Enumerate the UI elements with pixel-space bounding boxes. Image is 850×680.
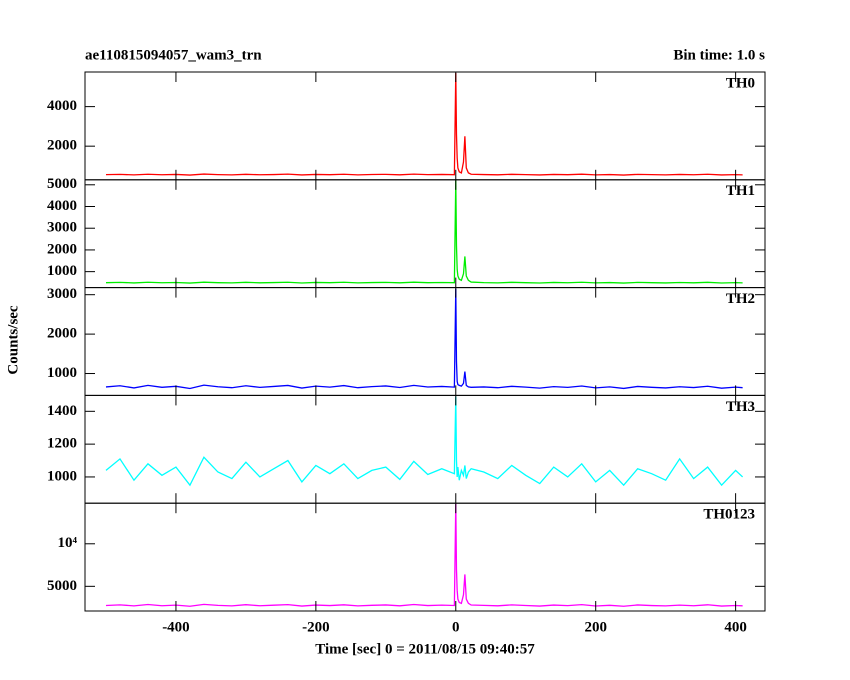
y-tick-label: 3000 <box>47 220 77 236</box>
light-curve <box>105 288 743 390</box>
panel-label: TH0123 <box>703 507 755 523</box>
y-tick-label: 5000 <box>47 578 77 594</box>
bin-time: Bin time: 1.0 s <box>673 47 765 63</box>
light-curve <box>105 396 744 487</box>
y-tick-label: 4000 <box>47 198 77 214</box>
y-tick-label: 4000 <box>47 98 77 114</box>
panel-label: TH2 <box>726 291 755 307</box>
x-tick-label: -200 <box>302 619 330 635</box>
y-tick-label: 2000 <box>47 241 77 257</box>
y-tick-label: 2000 <box>47 326 77 342</box>
y-tick-label: 2000 <box>47 138 77 154</box>
panel-label: TH1 <box>726 183 755 199</box>
x-axis-label: Time [sec] 0 = 2011/08/15 09:40:57 <box>315 641 535 657</box>
x-tick-label: 200 <box>584 619 607 635</box>
light-curve <box>105 72 743 176</box>
x-tick-label: 0 <box>452 619 460 635</box>
y-tick-label: 1000 <box>47 365 77 381</box>
panel-label: TH3 <box>726 399 755 415</box>
y-tick-label: 5000 <box>47 176 77 192</box>
light-curve <box>105 180 743 284</box>
y-tick-label: 1200 <box>47 436 77 452</box>
y-tick-label: 1000 <box>47 263 77 279</box>
y-axis-label: Counts/sec <box>5 305 21 375</box>
x-tick-label: 400 <box>724 619 747 635</box>
x-tick-label: -400 <box>162 619 190 635</box>
light-curve <box>105 503 743 607</box>
panel-label: TH0 <box>726 75 755 91</box>
y-tick-label: 10⁴ <box>58 535 78 551</box>
y-tick-label: 1000 <box>47 468 77 484</box>
y-tick-label: 1400 <box>47 403 77 419</box>
chart-title: ae110815094057_wam3_trn <box>85 47 262 63</box>
panel-frame <box>84 502 766 612</box>
y-tick-label: 3000 <box>47 286 77 302</box>
